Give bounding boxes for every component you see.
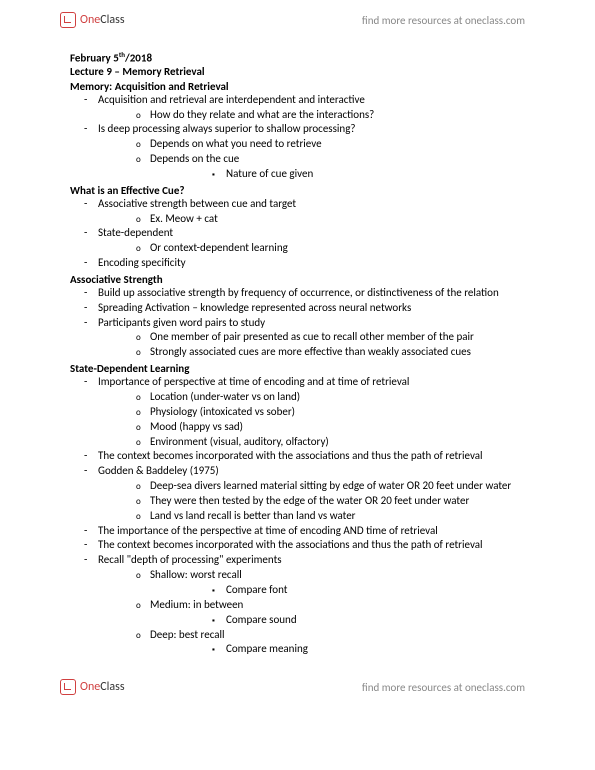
date-line: February 5th/2018 [70, 50, 525, 65]
page-header: OneClass find more resources at oneclass… [0, 0, 595, 40]
list-item: They were then tested by the edge of the… [150, 494, 525, 509]
list-item: Nature of cue given [226, 167, 525, 182]
list-item: Physiology (intoxicated vs sober) [150, 405, 525, 420]
list-item: Location (under-water vs on land) [150, 390, 525, 405]
document-body: February 5th/2018 Lecture 9 – Memory Ret… [0, 40, 595, 667]
list-item: Importance of perspective at time of enc… [98, 375, 525, 449]
list-item: Mood (happy vs sad) [150, 420, 525, 435]
list-item: Land vs land recall is better than land … [150, 509, 525, 524]
list-item: Shallow: worst recall Compare font [150, 568, 525, 598]
section-title-4: State-Dependent Learning [70, 362, 525, 375]
list-item: Recall "depth of processing" experiments… [98, 553, 525, 657]
list-item: State-dependent Or context-dependent lea… [98, 226, 525, 256]
list-item: One member of pair presented as cue to r… [150, 330, 525, 345]
list-item: The importance of the perspective at tim… [98, 524, 525, 539]
list-item: Compare font [226, 583, 525, 598]
lecture-title: Lecture 9 – Memory Retrieval [70, 65, 525, 78]
brand-icon [60, 12, 76, 28]
brand-logo: OneClass [60, 12, 125, 28]
list-item: Associative strength between cue and tar… [98, 197, 525, 227]
brand-logo-footer: OneClass [60, 679, 125, 695]
section-title-3: Associative Strength [70, 273, 525, 286]
resources-link-top[interactable]: find more resources at oneclass.com [362, 14, 525, 27]
list-item: Acquisition and retrieval are interdepen… [98, 93, 525, 123]
list-item: Deep: best recall Compare meaning [150, 628, 525, 658]
resources-link-bottom[interactable]: find more resources at oneclass.com [362, 681, 525, 694]
list-item: Godden & Baddeley (1975) Deep-sea divers… [98, 464, 525, 523]
list-item: Build up associative strength by frequen… [98, 286, 525, 301]
list-item: Ex. Meow + cat [150, 212, 525, 227]
list-item: Spreading Activation – knowledge represe… [98, 301, 525, 316]
list-item: Participants given word pairs to study O… [98, 316, 525, 361]
list-item: Depends on the cue Nature of cue given [150, 152, 525, 182]
list-item: Medium: in between Compare sound [150, 598, 525, 628]
section-title-2: What is an Effective Cue? [70, 184, 525, 197]
list-item: The context becomes incorporated with th… [98, 449, 525, 464]
list-item: How do they relate and what are the inte… [150, 108, 525, 123]
brand-name: OneClass [80, 13, 125, 27]
list-item: Strongly associated cues are more effect… [150, 345, 525, 360]
brand-name-footer: OneClass [80, 680, 125, 694]
section-title-1: Memory: Acquisition and Retrieval [70, 80, 525, 93]
list-item: Is deep processing always superior to sh… [98, 122, 525, 181]
brand-icon [60, 679, 76, 695]
list-item: The context becomes incorporated with th… [98, 538, 525, 553]
list-item: Deep-sea divers learned material sitting… [150, 479, 525, 494]
list-item: Environment (visual, auditory, olfactory… [150, 435, 525, 450]
list-item: Or context-dependent learning [150, 241, 525, 256]
list-item: Encoding specificity [98, 256, 525, 271]
list-item: Compare meaning [226, 642, 525, 657]
list-item: Compare sound [226, 613, 525, 628]
page-footer: OneClass find more resources at oneclass… [0, 667, 595, 707]
list-item: Depends on what you need to retrieve [150, 137, 525, 152]
